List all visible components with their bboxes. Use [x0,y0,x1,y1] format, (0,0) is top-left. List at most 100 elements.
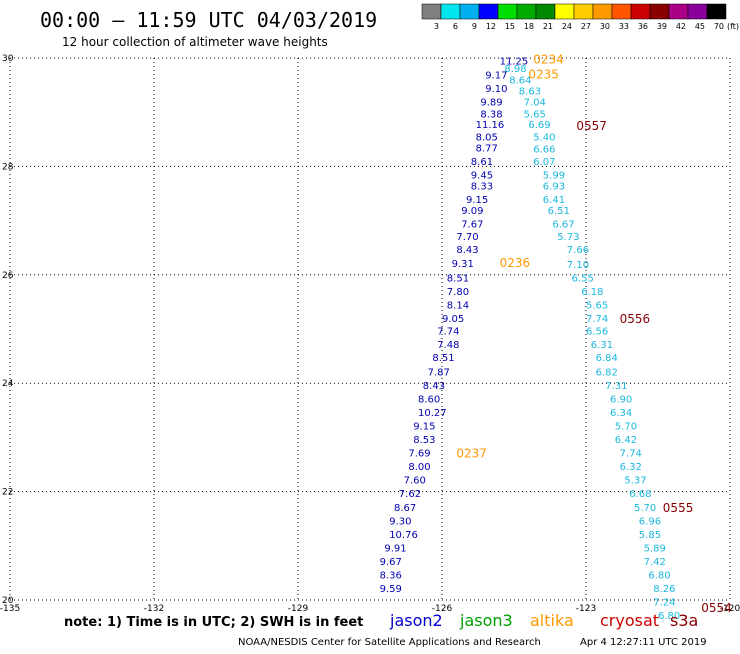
x-tick-label: -129 [288,604,309,614]
data-label-jason2: 5.99 [543,171,565,182]
data-label-altika: 0236 [500,256,531,270]
y-tick-label: 22 [2,488,13,498]
colorbar-swatch [535,3,556,20]
data-label-jason2: 7.74 [620,449,642,460]
colorbar-swatch [687,3,708,20]
colorbar-label: 18 [524,22,534,31]
y-tick-label: 26 [2,271,14,281]
colorbar-label: 21 [543,22,553,31]
y-tick-label: 24 [2,379,14,389]
data-label-jason2: 7.48 [437,340,459,351]
colorbar-label: 30 [600,22,610,31]
data-label-jason2: 9.10 [485,84,507,95]
colorbar-swatch [668,3,689,20]
colorbar-swatch [649,3,670,20]
data-label-s3a: 0555 [663,501,694,515]
data-label-jason2: 8.33 [471,181,493,192]
data-label-jason2: 11.16 [476,120,505,131]
data-label-jason2: 6.18 [581,287,603,298]
data-label-jason2: 9.05 [442,314,464,325]
data-label-jason2: 5.65 [524,109,546,120]
data-label-jason2: 7.70 [456,232,478,243]
data-label-jason2: 8.67 [394,503,416,514]
x-tick-label: -135 [0,604,20,614]
data-label-jason2: 6.80 [658,611,680,622]
data-label-altika: 0235 [528,67,559,81]
colorbar-label: 27 [581,22,591,31]
colorbar-label: 3 [434,22,439,31]
axis-tick-labels: -135 -132 -129 -126 -123 -120 20 22 24 26 28 30 [0,54,740,614]
data-label-s3a: 0556 [620,312,651,326]
data-label-jason2: 8.51 [447,274,469,285]
data-label-jason2: 5.70 [615,421,637,432]
data-label-jason2: 6.80 [648,571,670,582]
data-label-jason2: 10.27 [418,408,447,419]
colorbar-unit: (ft) [727,22,739,31]
satellite-legend: jason2 jason3 altika cryosat s3a [389,611,698,630]
y-tick-label: 20 [2,596,14,606]
data-label-jason2: 8.43 [456,245,478,256]
data-label-jason2: 9.89 [480,97,502,108]
data-label-jason2: 9.15 [466,195,488,206]
colorbar-swatch [611,3,632,20]
colorbar-swatch [459,3,480,20]
colorbar-label: 33 [619,22,629,31]
data-label-jason2: 6.42 [615,435,637,446]
data-label-jason2: 8.61 [471,157,493,168]
data-label-jason2: 6.69 [528,120,550,131]
data-label-jason2: 7.04 [524,97,546,108]
colorbar-swatch [440,3,461,20]
data-label-jason2: 6.55 [572,274,594,285]
legend-cryosat: cryosat [600,611,659,630]
data-label-jason2: 8.98 [504,64,526,75]
data-label-jason2: 7.80 [447,287,469,298]
colorbar-swatch [554,3,575,20]
data-label-jason2: 5.73 [557,232,579,243]
colorbar-swatch [592,3,613,20]
data-label-altika: 0234 [533,53,564,67]
data-label-jason2: 7.60 [404,476,426,487]
data-label-jason2: 9.31 [452,259,474,270]
footer-timestamp: Apr 4 12:27:11 UTC 2019 [580,637,707,648]
data-label-jason2: 6.07 [533,157,555,168]
data-label-s3a: 0557 [576,119,607,133]
data-label-jason2: 8.64 [509,76,531,87]
legend-jason2: jason2 [389,611,443,630]
data-label-altika: 0237 [456,447,487,461]
data-label-jason2: 5.70 [634,503,656,514]
data-label-jason2: 8.26 [653,584,675,595]
grid-lines [9,57,731,601]
data-label-jason2: 7.62 [399,489,421,500]
footer-credit: NOAA/NESDIS Center for Satellite Applica… [238,637,541,648]
data-label-jason2: 8.00 [408,462,430,473]
data-label-jason2: 8.36 [380,571,402,582]
data-label-jason2: 6.34 [610,408,632,419]
legend-altika: altika [530,611,574,630]
data-label-jason2: 7.24 [653,598,675,609]
colorbar-swatch [421,3,442,20]
data-label-jason2: 9.67 [380,557,402,568]
data-label-jason2: 6.93 [543,181,565,192]
data-label-jason2: 6.41 [543,195,565,206]
colorbar-swatch [630,3,651,20]
x-tick-label: -126 [432,604,453,614]
data-label-jason2: 11.25 [500,57,529,68]
data-label-jason2: 6.56 [586,327,608,338]
data-label-jason2: 6.31 [591,340,613,351]
data-label-jason2: 7.69 [408,449,430,460]
data-label-jason2: 8.43 [423,381,445,392]
data-label-jason2: 7.31 [605,381,627,392]
colorbar-label: 24 [562,22,572,31]
colorbar-label: 42 [676,22,686,31]
data-label-jason2: 6.32 [620,462,642,473]
data-label-jason2: 8.63 [519,87,541,98]
data-label-jason2: 6.67 [552,219,574,230]
colorbar-legend: 3 6 9 12 15 18 21 24 27 30 33 36 39 42 45 70 (ft) [421,3,739,31]
data-label-jason2: 6.68 [629,489,651,500]
data-label-jason2: 8.05 [476,133,498,144]
data-label-jason2: 6.84 [596,353,618,364]
data-label-jason2: 8.38 [480,109,502,120]
data-label-jason2: 9.30 [389,516,411,527]
